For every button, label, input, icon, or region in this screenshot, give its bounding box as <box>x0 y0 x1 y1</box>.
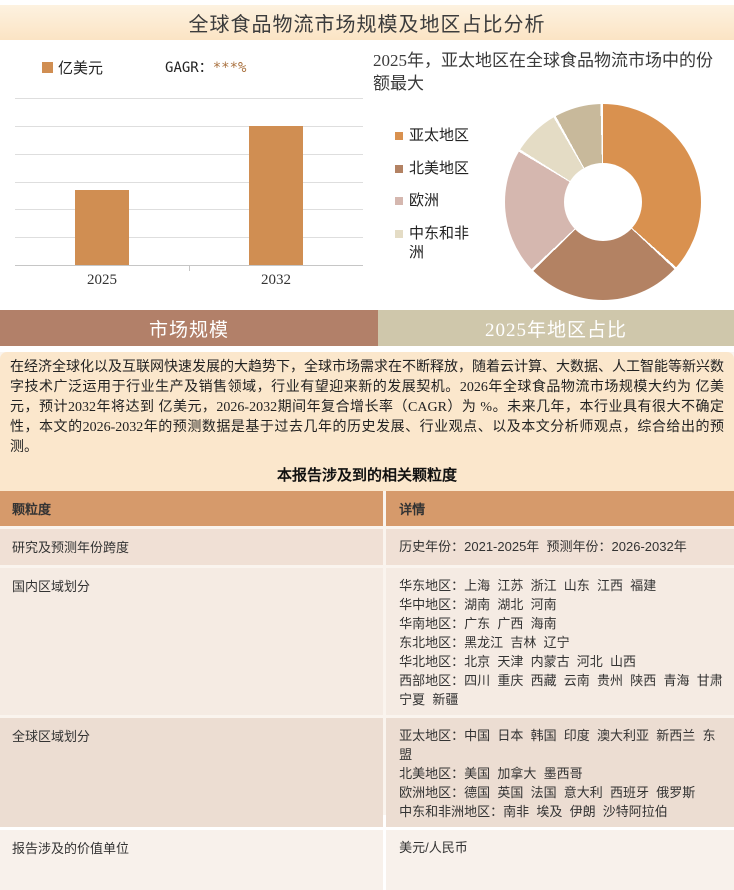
detail-line: 欧洲地区：德国 英国 法国 意大利 西班牙 俄罗斯 <box>399 785 696 800</box>
section-tabs: 市场规模 2025年地区占比 <box>0 310 734 346</box>
row-detail: 亚太地区：中国 日本 韩国 印度 澳大利亚 新西兰 东盟 北美地区：美国 加拿大… <box>386 718 734 827</box>
legend-label: 亚太地区 <box>409 128 470 145</box>
detail-line: 中东和非洲地区：南非 埃及 伊朗 沙特阿拉伯 <box>399 804 668 819</box>
table-row: 报告涉及的价值单位 美元/人民币 <box>0 830 734 890</box>
gridline <box>15 209 363 211</box>
column-header: 详情 <box>386 491 734 526</box>
legend-item: 北美地区 <box>395 160 491 180</box>
detail-line: 东北地区：黑龙江 吉林 辽宁 <box>399 635 570 650</box>
table-header-row: 颗粒度 详情 <box>0 491 734 526</box>
legend-label: 中东和非洲 <box>409 225 470 262</box>
row-label: 国内区域划分 <box>0 568 384 715</box>
legend-item: 亚太地区 <box>395 127 491 147</box>
detail-line: 华南地区：广东 广西 海南 <box>399 616 557 631</box>
granularity-table: 颗粒度 详情 研究及预测年份跨度 历史年份：2021-2025年 预测年份：20… <box>0 491 734 890</box>
detail-line: 历史年份：2021-2025年 预测年份：2026-2032年 <box>399 539 687 554</box>
summary-block: 在经济全球化以及互联网快速发展的大趋势下，全球市场需求在不断释放，随着云计算、大… <box>0 352 734 491</box>
gridline <box>15 237 363 239</box>
legend-item: 中东和非洲 <box>395 225 491 264</box>
donut-wrap <box>505 103 701 300</box>
gridline <box>15 125 363 127</box>
charts-section: 亿美元 GAGR：***% 2025 2032 2025年 <box>0 40 734 306</box>
gridline <box>15 181 363 183</box>
table-row: 研究及预测年份跨度 历史年份：2021-2025年 预测年份：2026-2032… <box>0 529 734 565</box>
detail-line: 华东地区：上海 江苏 浙江 山东 江西 福建 <box>399 578 657 593</box>
donut-chart-panel: 2025年，亚太地区在全球食品物流市场中的份额最大 亚太地区 北美地区 欧洲 中… <box>367 40 734 306</box>
donut-legend-swatch <box>395 164 403 173</box>
row-detail: 历史年份：2021-2025年 预测年份：2026-2032年 <box>386 529 734 565</box>
bar <box>75 189 129 265</box>
column-header: 颗粒度 <box>0 491 384 526</box>
donut-hole <box>564 162 642 241</box>
title-bar: 全球食品物流市场规模及地区占比分析 <box>0 5 734 40</box>
cagr-label: GAGR： <box>165 60 213 76</box>
bar-chart-plot <box>15 98 363 266</box>
gridline <box>15 153 363 155</box>
bar-slot-2025 <box>15 98 189 265</box>
row-label: 研究及预测年份跨度 <box>0 529 384 565</box>
summary-paragraph: 在经济全球化以及互联网快速发展的大趋势下，全球市场需求在不断释放，随着云计算、大… <box>10 360 724 455</box>
x-axis-label: 2025 <box>87 272 117 288</box>
tab-market-size[interactable]: 市场规模 <box>0 310 378 346</box>
detail-line: 华中地区：湖南 湖北 河南 <box>399 597 557 612</box>
donut-legend-swatch <box>395 229 403 238</box>
cagr-masked-value: ***% <box>212 60 247 76</box>
detail-line: 亚太地区：中国 日本 韩国 印度 澳大利亚 新西兰 东盟 <box>399 728 716 762</box>
row-detail: 美元/人民币 <box>386 830 734 890</box>
donut-flex: 亚太地区 北美地区 欧洲 中东和非洲 <box>367 103 734 300</box>
x-axis-label: 2032 <box>261 272 291 288</box>
bar-slot-2032 <box>189 98 363 265</box>
table-row: 国内区域划分 华东地区：上海 江苏 浙江 山东 江西 福建 华中地区：湖南 湖北… <box>0 568 734 715</box>
cagr-annotation: GAGR：***% <box>165 57 246 77</box>
row-detail: 华东地区：上海 江苏 浙江 山东 江西 福建 华中地区：湖南 湖北 河南 华南地… <box>386 568 734 715</box>
donut-legend-swatch <box>395 197 403 206</box>
detail-line: 美元/人民币 <box>399 840 468 855</box>
detail-line: 北美地区：美国 加拿大 墨西哥 <box>399 766 583 781</box>
page-title: 全球食品物流市场规模及地区占比分析 <box>188 14 546 36</box>
row-label: 全球区域划分 <box>0 718 384 827</box>
bar-slots <box>15 98 363 265</box>
bar <box>249 126 303 265</box>
gridline <box>15 98 363 99</box>
legend-label: 北美地区 <box>409 160 470 177</box>
content-section: 在经济全球化以及互联网快速发展的大趋势下，全球市场需求在不断释放，随着云计算、大… <box>0 352 734 890</box>
legend-label: 欧洲 <box>409 193 440 210</box>
detail-line: 西部地区：四川 重庆 西藏 云南 贵州 陕西 青海 甘肃 宁夏 新疆 <box>399 673 730 707</box>
bar-chart-panel: 亿美元 GAGR：***% 2025 2032 <box>0 40 367 306</box>
bar-chart-legend: 亿美元 GAGR：***% <box>42 56 367 78</box>
table-title: 本报告涉及到的相关颗粒度 <box>276 467 457 484</box>
bar-legend-swatch-icon <box>42 61 53 73</box>
legend-item: 欧洲 <box>395 192 491 212</box>
bar-legend-label: 亿美元 <box>58 60 104 77</box>
bar-x-axis: 2025 2032 <box>15 266 363 289</box>
tab-region-share[interactable]: 2025年地区占比 <box>378 310 734 346</box>
donut-headline: 2025年，亚太地区在全球食品物流市场中的份额最大 <box>373 51 713 93</box>
donut-legend: 亚太地区 北美地区 欧洲 中东和非洲 <box>395 127 491 277</box>
row-label: 报告涉及的价值单位 <box>0 830 384 890</box>
detail-line: 华北地区：北京 天津 内蒙古 河北 山西 <box>399 654 637 669</box>
donut-legend-swatch <box>395 132 403 141</box>
table-row: 全球区域划分 亚太地区：中国 日本 韩国 印度 澳大利亚 新西兰 东盟 北美地区… <box>0 718 734 827</box>
